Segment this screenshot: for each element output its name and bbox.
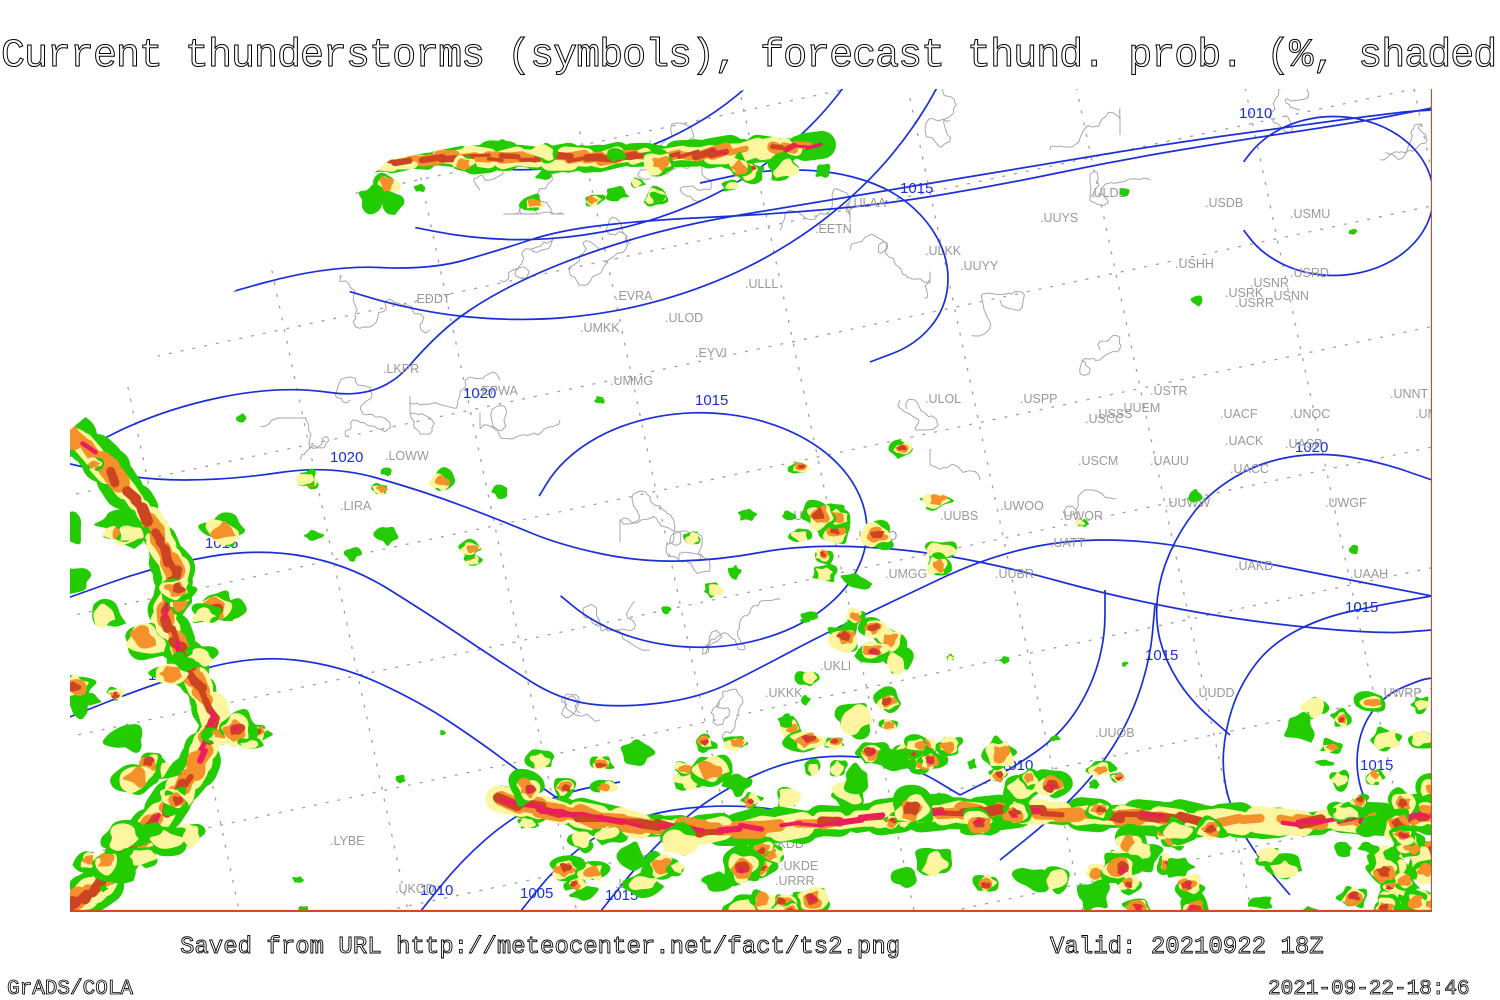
svg-text:.USCM: .USCM bbox=[1078, 454, 1118, 468]
svg-text:.EDDT: .EDDT bbox=[413, 292, 451, 306]
svg-text:.UUBR: .UUBR bbox=[995, 567, 1034, 581]
svg-text:.UMGG: .UMGG bbox=[885, 567, 927, 581]
svg-text:GrADS/COLA: GrADS/COLA bbox=[7, 978, 133, 1000]
svg-text:.UUEM: .UUEM bbox=[1120, 401, 1160, 415]
svg-text:.EVRA: .EVRA bbox=[615, 289, 653, 303]
svg-text:.UMKK: .UMKK bbox=[580, 321, 620, 335]
svg-text:.UUDD: .UUDD bbox=[1195, 686, 1235, 700]
svg-text:.USCC: .USCC bbox=[1085, 412, 1124, 426]
svg-text:.ULLL: .ULLL bbox=[745, 277, 778, 291]
svg-text:.LIRA: .LIRA bbox=[340, 499, 372, 513]
svg-text:.USHH: .USHH bbox=[1175, 257, 1214, 271]
svg-text:.UASP: .UASP bbox=[1285, 437, 1323, 451]
svg-text:.UACK: .UACK bbox=[1225, 434, 1264, 448]
svg-text:.USMU: .USMU bbox=[1290, 207, 1330, 221]
svg-text:1015: 1015 bbox=[695, 392, 728, 409]
svg-text:2021-09-22-18:46: 2021-09-22-18:46 bbox=[1268, 978, 1470, 1000]
svg-text:.EPWA: .EPWA bbox=[478, 384, 518, 398]
svg-text:.UUWW: .UUWW bbox=[1165, 496, 1210, 510]
svg-text:.ULKK: .ULKK bbox=[925, 244, 962, 258]
svg-text:.UUOB: .UUOB bbox=[1095, 726, 1135, 740]
svg-text:.UKOD: .UKOD bbox=[395, 882, 435, 896]
svg-text:.UKDE: .UKDE bbox=[780, 859, 818, 873]
svg-text:.UATT: .UATT bbox=[1050, 536, 1086, 550]
svg-text:Current thunderstorms (symbols: Current thunderstorms (symbols), forecas… bbox=[1, 34, 1500, 79]
svg-text:.UAKD: .UAKD bbox=[1235, 559, 1273, 573]
svg-text:.LKPR: .LKPR bbox=[383, 362, 419, 376]
svg-text:1020: 1020 bbox=[330, 449, 363, 466]
svg-text:.UWGF: .UWGF bbox=[1325, 496, 1367, 510]
svg-text:1015: 1015 bbox=[900, 180, 933, 197]
svg-text:.EETN: .EETN bbox=[815, 222, 852, 236]
svg-text:Saved from URL http://meteocen: Saved from URL http://meteocenter.net/fa… bbox=[180, 934, 900, 961]
svg-text:1010: 1010 bbox=[1239, 105, 1272, 122]
svg-text:.URRR: .URRR bbox=[775, 874, 815, 888]
svg-text:.USRD: .USRD bbox=[1290, 266, 1329, 280]
svg-text:.UAUU: .UAUU bbox=[1150, 454, 1189, 468]
svg-text:.UKLI: .UKLI bbox=[820, 659, 851, 673]
svg-text:.UWOO: .UWOO bbox=[1000, 499, 1044, 513]
svg-text:.UKKK: .UKKK bbox=[765, 686, 803, 700]
svg-text:.UAAH: .UAAH bbox=[1350, 567, 1388, 581]
svg-text:.UMMG: .UMMG bbox=[610, 374, 653, 388]
svg-text:Valid: 20210922 18Z: Valid: 20210922 18Z bbox=[1050, 934, 1324, 961]
svg-text:.UACC: .UACC bbox=[1230, 462, 1269, 476]
svg-text:1015: 1015 bbox=[1345, 599, 1378, 616]
svg-text:.UUYY: .UUYY bbox=[960, 259, 999, 273]
svg-text:.UUYS: .UUYS bbox=[1040, 211, 1078, 225]
svg-text:.LOWW: .LOWW bbox=[385, 449, 429, 463]
svg-text:.UUBS: .UUBS bbox=[940, 509, 978, 523]
svg-text:.USRR: .USRR bbox=[1235, 296, 1274, 310]
svg-text:.LYBE: .LYBE bbox=[330, 834, 365, 848]
svg-text:.UACF: .UACF bbox=[1220, 407, 1258, 421]
svg-text:.ULAA: .ULAA bbox=[850, 196, 887, 210]
svg-text:.USPP: .USPP bbox=[1020, 392, 1058, 406]
svg-text:.EYVI: .EYVI bbox=[695, 346, 727, 360]
svg-text:.USDB: .USDB bbox=[1205, 196, 1243, 210]
svg-text:.UMBB: .UMBB bbox=[1415, 407, 1455, 421]
svg-text:.UNOC: .UNOC bbox=[1290, 407, 1330, 421]
svg-text:.USNN: .USNN bbox=[1270, 289, 1309, 303]
svg-text:.ULOD: .ULOD bbox=[665, 311, 703, 325]
svg-text:.UNNT: .UNNT bbox=[1390, 387, 1429, 401]
svg-text:1015: 1015 bbox=[1145, 647, 1178, 664]
svg-text:.ULOL: .ULOL bbox=[925, 392, 961, 406]
svg-text:.USTR: .USTR bbox=[1150, 384, 1188, 398]
